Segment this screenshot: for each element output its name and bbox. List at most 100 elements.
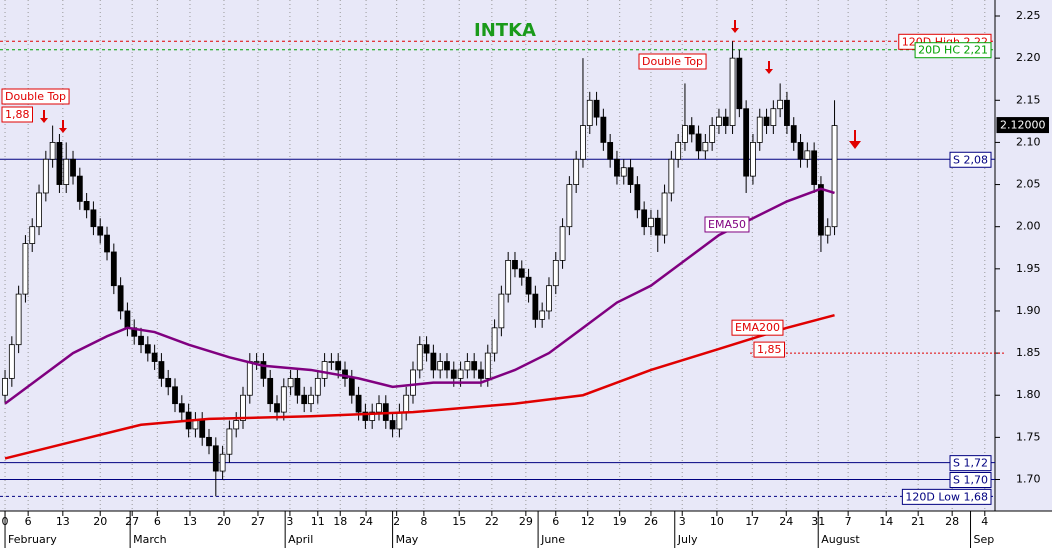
candle-body <box>151 352 158 362</box>
annotation-box <box>638 53 707 70</box>
candle-body <box>90 209 97 228</box>
y-tick-label: 1.95 <box>1016 262 1041 275</box>
candle-body <box>756 116 763 143</box>
x-tick-label: 27 <box>251 515 265 528</box>
levels <box>0 40 1005 497</box>
candle-body <box>818 184 824 236</box>
candle-body <box>416 344 423 371</box>
candle-body <box>206 436 212 447</box>
candle-body <box>110 251 117 287</box>
candle-body <box>192 420 199 430</box>
x-tick-label: 15 <box>452 515 466 528</box>
x-tick-label: 6 <box>552 515 559 528</box>
candle-body <box>566 184 573 228</box>
x-tick-label: 24 <box>359 515 373 528</box>
candle-body <box>444 361 450 371</box>
x-tick-label: 12 <box>581 515 595 528</box>
arrow <box>731 20 739 33</box>
candle-body <box>539 310 546 320</box>
candle-body <box>178 403 185 413</box>
level-label-box <box>901 488 992 505</box>
x-tick-label: 11 <box>311 515 325 528</box>
ema-line <box>4 313 835 460</box>
candle-body <box>369 411 376 421</box>
price-label-box <box>753 341 785 358</box>
candle-body <box>654 217 661 236</box>
candle-body <box>682 125 688 143</box>
candle-body <box>784 99 790 126</box>
y-tick-label: 1.90 <box>1016 304 1041 317</box>
candle-body <box>675 142 682 160</box>
ema-label: EMA50 <box>708 218 746 231</box>
candle-body <box>83 201 90 211</box>
level-label-box <box>949 151 992 168</box>
candle-body <box>15 293 22 346</box>
candle-body <box>593 99 600 118</box>
candle-body <box>267 377 274 405</box>
candle-body <box>478 369 484 379</box>
candle-body <box>648 217 654 228</box>
candle-body <box>158 361 165 379</box>
candle-body <box>70 158 76 177</box>
candle-body <box>709 125 716 143</box>
candle-body <box>246 361 253 396</box>
x-tick-label: 8 <box>420 515 427 528</box>
candle-body <box>8 344 15 379</box>
candle-body <box>586 99 593 126</box>
x-tick-label: 27 <box>125 515 139 528</box>
candle-body <box>580 125 586 160</box>
candle-body <box>437 361 444 371</box>
month-label: May <box>396 533 419 546</box>
candle-body <box>335 361 342 371</box>
ema-line <box>4 187 835 405</box>
x-tick-label: 2 <box>393 515 400 528</box>
y-tick-label: 2.25 <box>1016 9 1041 22</box>
candle-body <box>42 158 49 194</box>
candle-body <box>573 158 580 185</box>
candle-body <box>620 167 627 177</box>
x-tick-label: 13 <box>56 515 70 528</box>
x-tick-label: 21 <box>911 515 925 528</box>
y-tick-label: 2.10 <box>1016 135 1041 148</box>
candles <box>2 41 838 497</box>
candle-body <box>471 361 478 371</box>
candle-body <box>389 420 396 430</box>
level-label: 20D HC 2,21 <box>918 44 988 57</box>
x-tick-label: 14 <box>879 515 893 528</box>
candle-body <box>301 394 308 405</box>
level-label: 120D Low 1,68 <box>905 490 988 503</box>
level-label: S 1,72 <box>953 457 988 470</box>
y-tick-label: 2.05 <box>1016 178 1041 191</box>
y-tick-label: 1.75 <box>1016 430 1041 443</box>
candle-body <box>124 310 131 329</box>
y-tick-label: 2.00 <box>1016 220 1041 233</box>
x-tick-label: 3 <box>679 515 686 528</box>
x-tick-label: 17 <box>745 515 759 528</box>
candle-body <box>362 411 369 421</box>
month-label: April <box>288 533 313 546</box>
candle-body <box>777 99 784 110</box>
candle-body <box>824 226 831 236</box>
candle-body <box>410 369 416 396</box>
candle-body <box>797 142 804 160</box>
candle-body <box>355 394 362 413</box>
price-label: 1,85 <box>757 343 782 356</box>
x-tick-label: 13 <box>183 515 197 528</box>
candle-body <box>63 158 70 185</box>
price-label-box <box>1 106 33 123</box>
y-tick-label: 2.15 <box>1016 93 1041 106</box>
chart-title: INTKA <box>474 20 536 41</box>
candle-body <box>668 158 675 194</box>
y-tick-label: 1.85 <box>1016 346 1041 359</box>
arrow <box>40 110 48 123</box>
candle-body <box>226 428 233 455</box>
month-label: August <box>821 533 860 546</box>
ema-label-box <box>704 216 750 233</box>
candle-body <box>280 386 287 413</box>
y-tick-label: 2.20 <box>1016 51 1041 64</box>
candle-body <box>552 259 559 287</box>
candle-body <box>22 243 29 295</box>
candle-body <box>56 142 63 185</box>
